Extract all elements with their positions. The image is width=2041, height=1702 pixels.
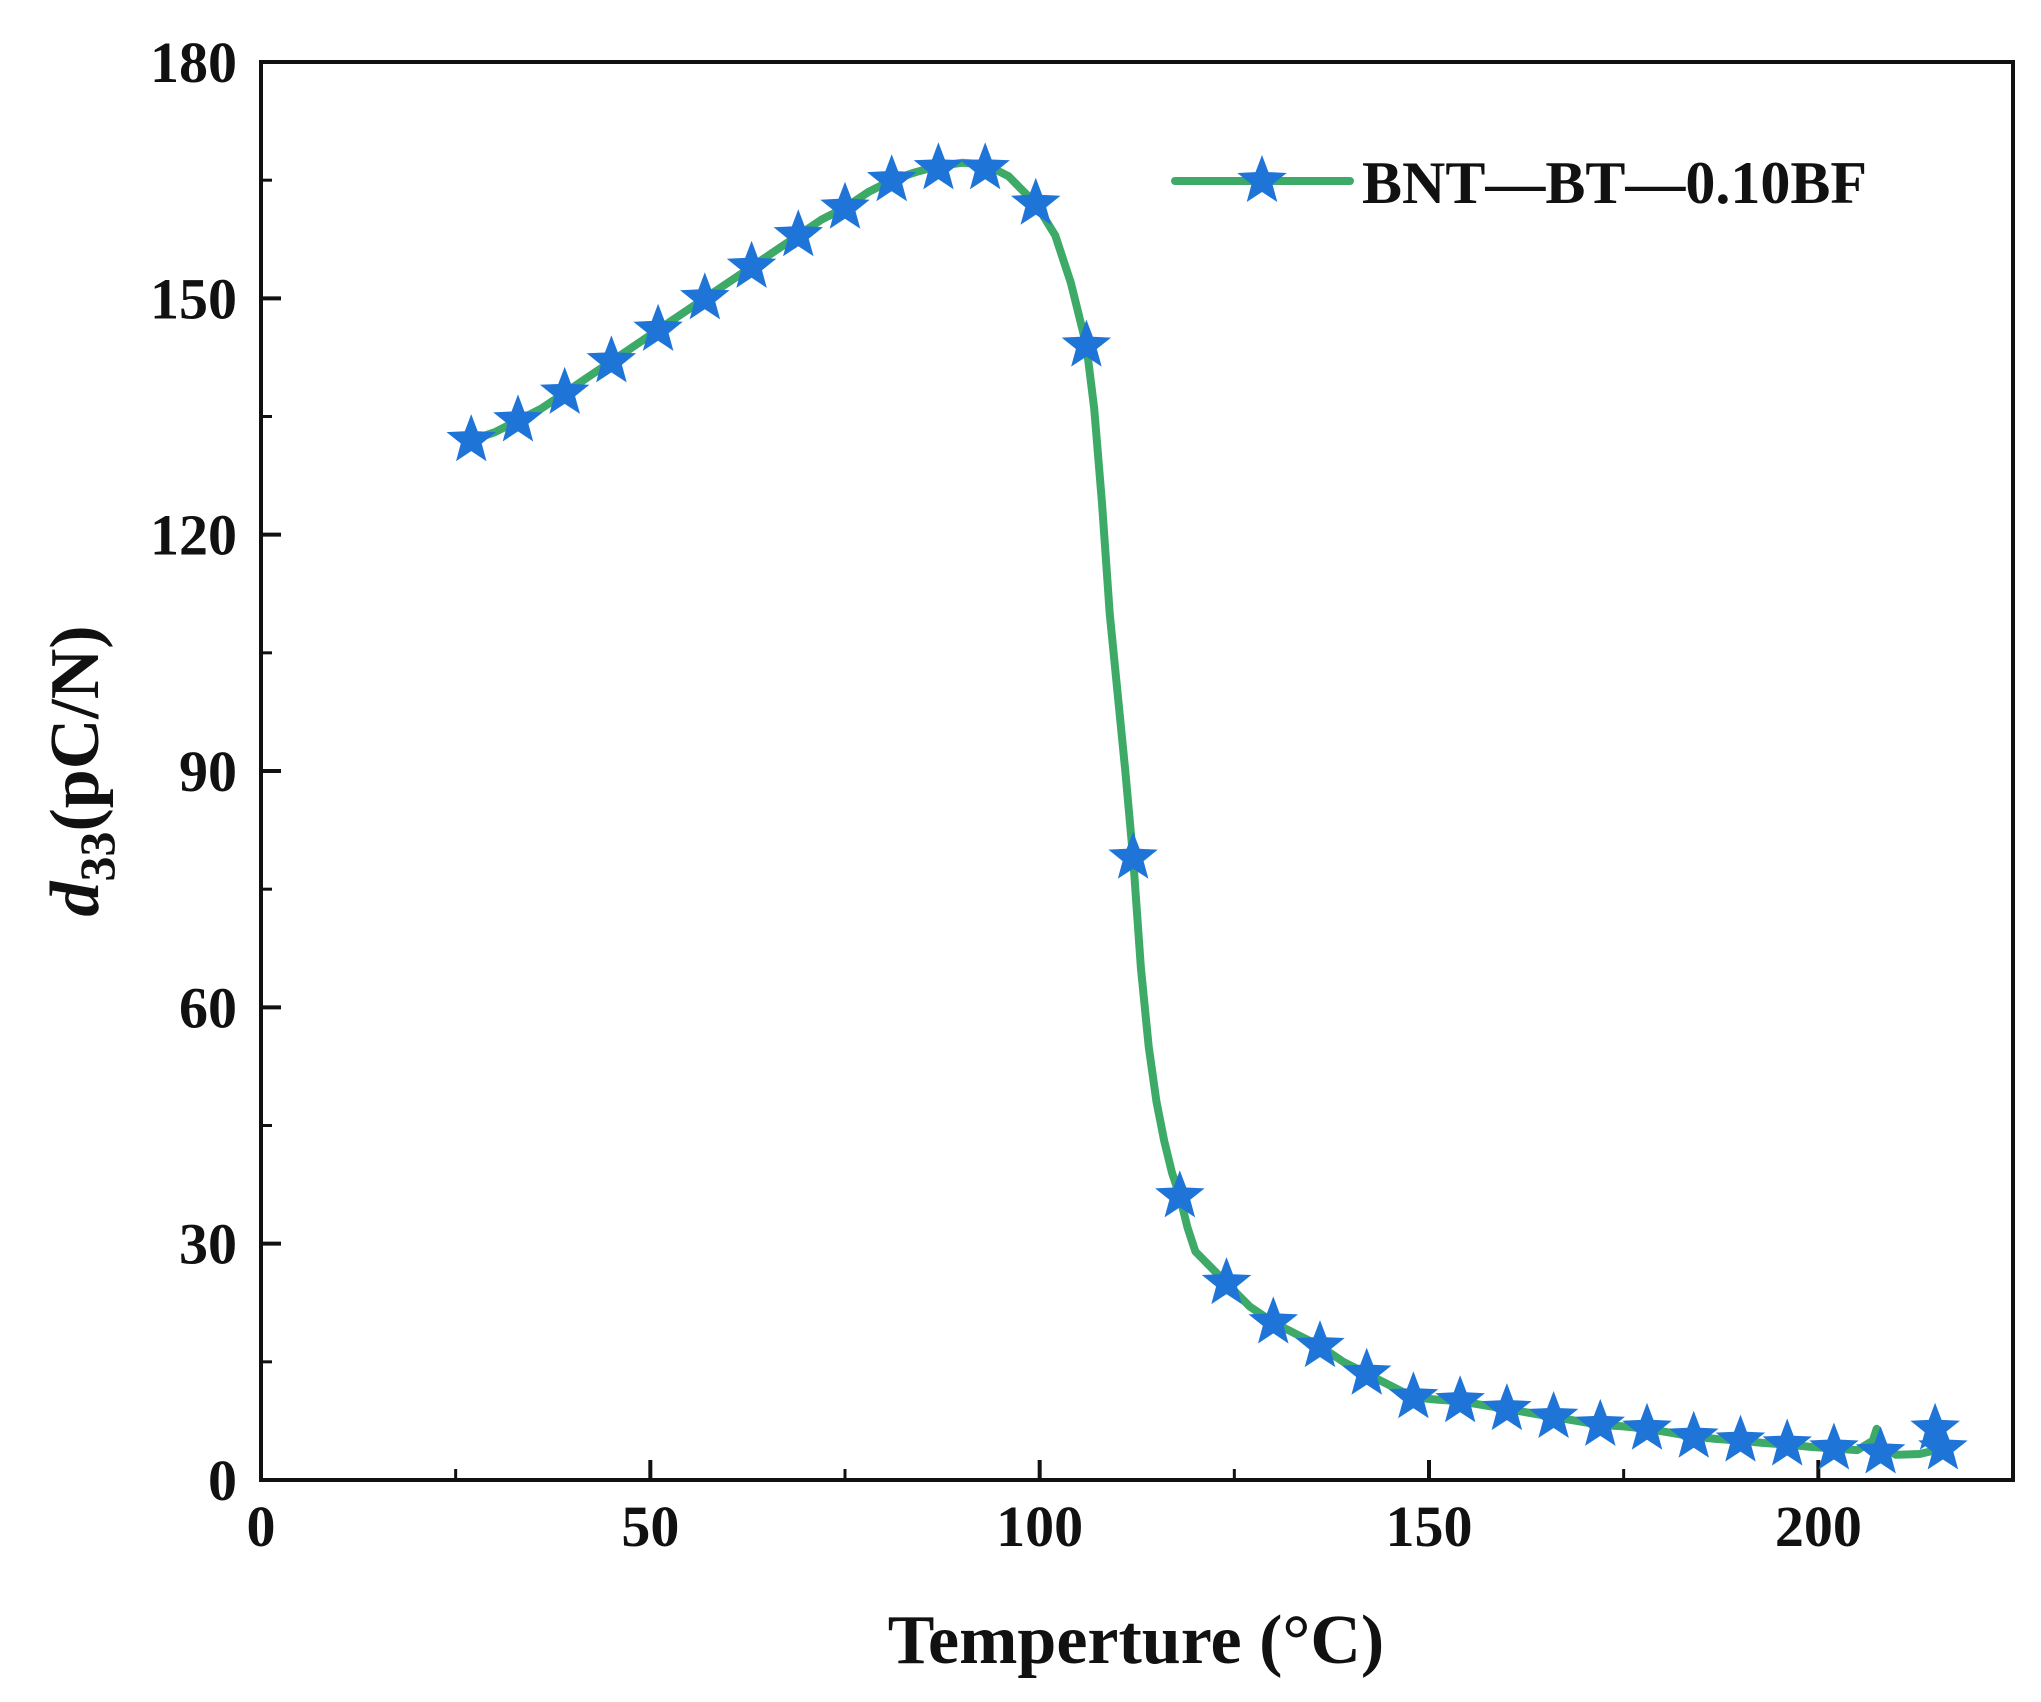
data-point-star (1669, 1410, 1719, 1458)
y-tick-label: 30 (179, 1212, 237, 1277)
data-point-star (1248, 1296, 1298, 1344)
data-point-star (1155, 1170, 1205, 1218)
data-point-star (1011, 177, 1061, 225)
data-point-star (1061, 319, 1112, 367)
data-point-star (586, 335, 637, 383)
data-point-star (960, 142, 1010, 190)
x-tick-label: 50 (621, 1494, 679, 1559)
data-point-star (1918, 1422, 1968, 1470)
data-point-star (1435, 1375, 1485, 1423)
y-tick-label: 120 (150, 503, 237, 568)
plot-area (259, 60, 2015, 1482)
y-axis-title: d33(pC/N) (37, 625, 125, 916)
data-point-star (820, 181, 870, 229)
data-point-star (1715, 1414, 1766, 1462)
data-point-star (1201, 1257, 1252, 1305)
data-point-star (540, 366, 590, 414)
y-tick-label: 150 (150, 266, 237, 331)
x-tick-label: 100 (996, 1494, 1083, 1559)
y-tick-label: 60 (179, 975, 237, 1040)
data-point-star (1809, 1422, 1859, 1470)
data-point-star (1295, 1320, 1345, 1368)
y-axis-title-unit: (pC/N) (37, 625, 114, 831)
x-axis-title: Temperture (°C) (888, 1602, 1385, 1679)
x-axis-ticks: 0 50 100 150 200 (247, 1460, 1862, 1559)
x-tick-label: 200 (1775, 1494, 1862, 1559)
data-point-star (1528, 1391, 1579, 1438)
data-point-star (633, 303, 683, 351)
data-point-star (1482, 1383, 1532, 1431)
data-point-star (680, 272, 730, 320)
data-point-star (1342, 1347, 1392, 1395)
legend: BNT—BT—0.10BF (1171, 150, 1867, 216)
data-point-star (1855, 1426, 1906, 1474)
legend-star-marker (1237, 155, 1287, 202)
data-point-star (867, 154, 917, 202)
data-point-star (446, 414, 496, 462)
data-point-star (1388, 1371, 1439, 1419)
legend-label: BNT—BT—0.10BF (1362, 150, 1867, 216)
y-tick-label: 90 (179, 739, 237, 804)
y-tick-label: 180 (150, 30, 237, 95)
x-tick-label: 0 (247, 1494, 276, 1559)
data-point-star (1622, 1402, 1672, 1450)
x-tick-label: 150 (1386, 1494, 1473, 1559)
y-axis-ticks: 0 30 60 90 120 150 180 (150, 30, 281, 1513)
data-point-star (913, 142, 964, 190)
y-axis-title-subscript: 33 (69, 832, 125, 882)
data-point-star (1108, 831, 1158, 879)
y-tick-label: 0 (208, 1448, 237, 1513)
data-point-star (1910, 1402, 1960, 1450)
data-point-star (726, 240, 777, 288)
y-axis-title-symbol: d (37, 881, 114, 917)
data-point-star (773, 209, 823, 257)
data-point-star (1575, 1398, 1625, 1446)
data-point-star (493, 394, 543, 442)
series-layer (446, 142, 1968, 1474)
data-point-star (1762, 1418, 1812, 1466)
